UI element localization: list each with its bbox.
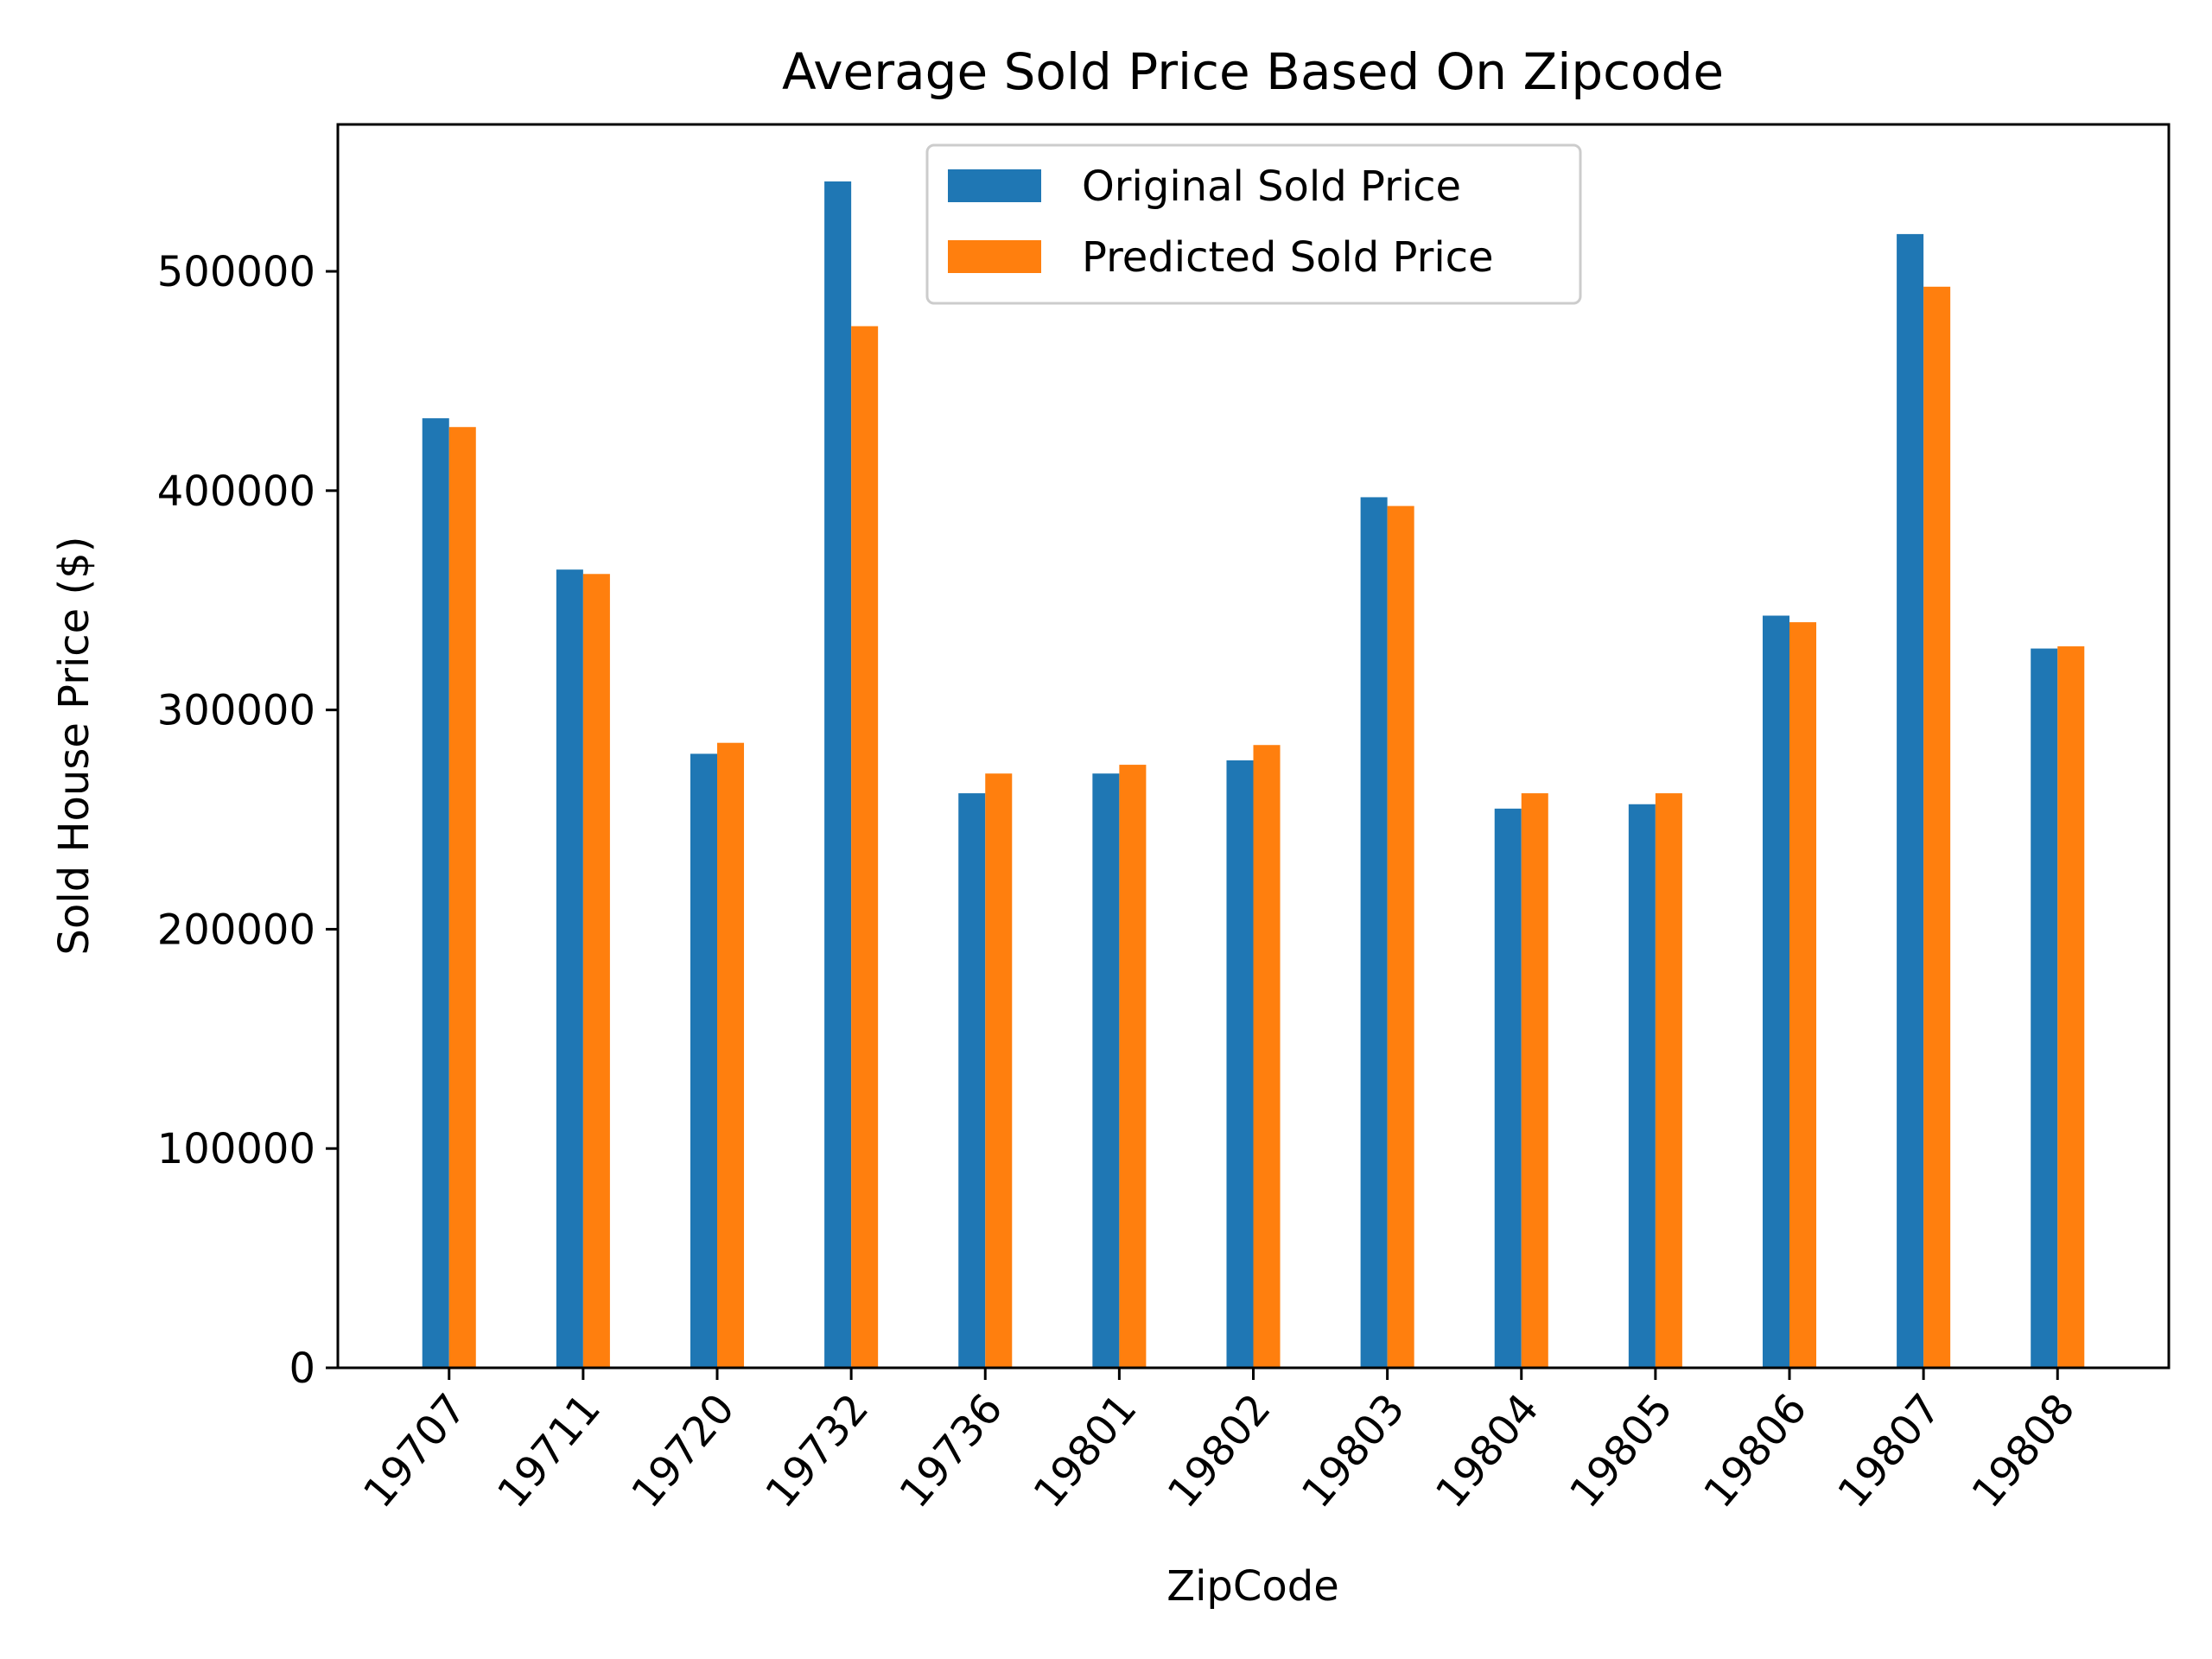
bar-original-19711 — [556, 569, 583, 1368]
x-tick-label: 19807 — [1828, 1385, 1950, 1517]
y-tick-label: 400000 — [157, 467, 315, 516]
bar-predicted-19805 — [1655, 793, 1682, 1368]
x-tick-label: 19804 — [1427, 1385, 1548, 1517]
y-axis-label: Sold House Price ($) — [50, 537, 99, 956]
bar-predicted-19804 — [1521, 793, 1548, 1368]
x-tick-label: 19732 — [756, 1385, 878, 1517]
x-tick-label: 19803 — [1293, 1385, 1414, 1517]
y-tick-label: 100000 — [157, 1125, 315, 1173]
bar-predicted-19711 — [582, 574, 610, 1368]
bar-original-19804 — [1494, 808, 1522, 1368]
bar-original-19807 — [1897, 233, 1924, 1368]
x-tick-label: 19805 — [1560, 1385, 1682, 1517]
bar-original-19720 — [690, 753, 718, 1368]
y-axis-ticks: 0 100000 200000 300000 400000 500000 — [157, 248, 338, 1393]
x-tick-label: 19808 — [1962, 1385, 2084, 1517]
plot-frame — [336, 123, 2171, 1370]
x-axis-ticks: 19707 19711 19720 19732 19736 19801 19802 19803… — [354, 1368, 2084, 1517]
legend-swatch-original — [948, 169, 1041, 202]
x-tick-label: 19736 — [890, 1385, 1012, 1517]
bar-original-19736 — [958, 793, 986, 1368]
bar-original-19801 — [1092, 773, 1120, 1368]
x-tick-label: 19801 — [1025, 1385, 1147, 1517]
bar-predicted-19808 — [2057, 646, 2085, 1368]
y-tick-label: 0 — [289, 1344, 315, 1393]
bar-original-19805 — [1628, 804, 1656, 1368]
bar-predicted-19801 — [1119, 765, 1147, 1368]
y-tick-label: 500000 — [157, 248, 315, 296]
bar-predicted-19802 — [1253, 745, 1281, 1368]
bar-predicted-19807 — [1923, 286, 1951, 1368]
x-tick-label: 19806 — [1694, 1385, 1816, 1517]
bar-predicted-19803 — [1387, 505, 1414, 1368]
bar-original-19802 — [1226, 760, 1254, 1368]
y-tick-label: 200000 — [157, 906, 315, 954]
legend-label-predicted: Predicted Sold Price — [1082, 233, 1494, 282]
bar-predicted-19707 — [448, 427, 476, 1369]
bar-original-19806 — [1762, 615, 1789, 1368]
y-tick-label: 300000 — [157, 687, 315, 735]
legend-label-original: Original Sold Price — [1082, 162, 1461, 211]
legend: Original Sold Price Predicted Sold Price — [925, 143, 1582, 305]
bar-predicted-19806 — [1789, 622, 1817, 1368]
bar-predicted-19736 — [985, 773, 1013, 1368]
bar-original-19808 — [2031, 648, 2058, 1368]
bar-predicted-19732 — [851, 326, 879, 1368]
x-axis-label: ZipCode — [1166, 1562, 1339, 1611]
bars-group — [422, 181, 2085, 1369]
x-tick-label: 19802 — [1159, 1385, 1281, 1517]
chart-title: Average Sold Price Based On Zipcode — [782, 42, 1724, 101]
legend-frame — [925, 143, 1582, 305]
x-tick-label: 19707 — [354, 1385, 476, 1517]
bar-original-19732 — [824, 181, 852, 1369]
bar-predicted-19720 — [717, 742, 745, 1368]
x-tick-label: 19711 — [488, 1385, 610, 1517]
bar-original-19707 — [422, 418, 449, 1369]
legend-swatch-predicted — [948, 240, 1041, 273]
bar-original-19803 — [1360, 497, 1388, 1368]
x-tick-label: 19720 — [622, 1385, 744, 1517]
